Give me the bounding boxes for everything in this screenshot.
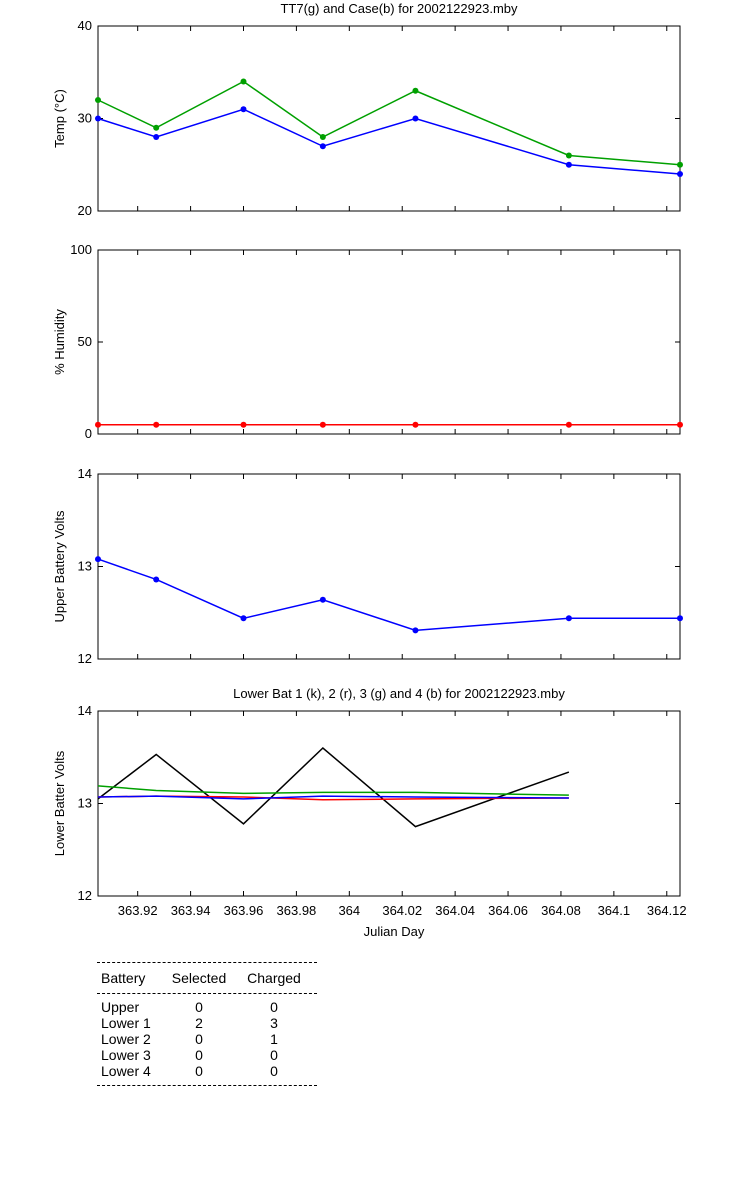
x-tick-label: 364.1 [598,903,631,918]
battery-charged: 0 [270,1047,278,1063]
y-tick-label: 14 [78,703,92,718]
battery-selected: 0 [195,1063,203,1079]
battery-name: Lower 2 [101,1031,151,1047]
battery-name: Lower 3 [101,1047,151,1063]
table-row: Lower 4 0 0 [97,1063,317,1079]
x-tick-label: 363.94 [171,903,211,918]
series-line [97,795,569,800]
table-top-rule [97,962,317,963]
table-header-row: Battery Selected Charged [97,965,317,991]
data-point [153,134,160,140]
data-point [319,596,326,603]
battery-selected: 0 [195,1031,203,1047]
data-point [95,115,101,122]
table-row: Lower 3 0 0 [97,1047,317,1063]
data-point [565,421,572,428]
header-selected: Selected [171,970,227,986]
x-tick-label: 364.08 [541,903,581,918]
data-point [240,106,247,113]
data-point [319,421,326,428]
battery-selected: 0 [195,999,203,1015]
table-row: Lower 1 2 3 [97,1015,317,1031]
battery-charged: 3 [270,1015,278,1031]
chart-title: TT7(g) and Case(b) for 2002122923.mby [280,1,518,16]
data-point [153,124,160,131]
data-point [412,87,419,94]
data-point [319,134,326,140]
table-body: Upper 0 0 Lower 1 2 3 Lower 2 0 1 Lower … [97,994,317,1085]
data-point [412,421,419,428]
y-axis-label: Temp (°C) [52,89,67,148]
data-point [412,627,419,634]
y-tick-label: 12 [78,651,92,666]
y-tick-label: 12 [78,888,92,903]
y-axis-label: Upper Battery Volts [52,510,67,622]
data-point [677,161,683,168]
header-battery: Battery [101,970,146,986]
header-charged: Charged [247,970,301,986]
data-point [240,421,247,428]
charts-figure: 20 30 40 TT7(g) and Case(b) for 2002122923.… [52,1,687,939]
series-line [97,746,570,828]
table-row: Upper 0 0 [97,999,317,1015]
y-tick-label: 13 [78,796,92,811]
data-point [95,556,101,563]
battery-selected: 2 [195,1015,203,1031]
battery-name: Lower 1 [101,1015,151,1031]
y-tick-label: 0 [85,426,92,441]
y-axis-label: % Humidity [52,309,67,375]
data-point [95,421,101,428]
series-line [97,785,569,796]
data-point [412,115,419,122]
plot-frame [97,473,681,660]
data-point [240,615,247,622]
battery-charged: 0 [270,1063,278,1079]
data-point [565,615,572,622]
data-point [153,421,160,428]
y-tick-label: 100 [70,242,92,257]
data-point [677,615,683,622]
x-axis-label: Julian Day [364,924,425,939]
table-bottom-rule [97,1085,317,1086]
x-tick-label: 364.12 [647,903,687,918]
table-header-rule [97,993,317,994]
data-point [95,97,101,103]
x-tick-label: 364 [338,903,360,918]
data-point [319,143,326,150]
battery-name: Lower 4 [101,1063,151,1079]
table-row: Lower 2 0 1 [97,1031,317,1047]
data-point [677,171,683,177]
series-line [97,80,681,166]
plot-frame [97,25,681,212]
x-tick-label: 363.98 [277,903,317,918]
battery-charged: 1 [270,1031,278,1047]
series-line [97,558,680,632]
data-point [240,78,247,85]
data-point [565,152,572,159]
y-tick-label: 40 [78,18,92,33]
battery-name: Upper [101,999,140,1015]
y-axis-label: Lower Batter Volts [52,750,67,856]
series-line [97,108,681,175]
x-tick-label: 364.02 [382,903,422,918]
chart-title: Lower Bat 1 (k), 2 (r), 3 (g) and 4 (b) … [233,686,565,701]
y-tick-label: 30 [78,111,92,126]
battery-status-table: Battery Selected Charged Upper 0 0 Lower… [97,962,317,1086]
battery-charged: 0 [270,999,278,1015]
y-tick-label: 14 [78,466,92,481]
x-tick-label: 364.04 [435,903,475,918]
plot-frame [97,249,681,435]
y-tick-label: 20 [78,203,92,218]
data-point [153,576,160,583]
battery-selected: 0 [195,1047,203,1063]
y-tick-label: 50 [78,334,92,349]
data-point [565,161,572,168]
x-tick-label: 363.92 [118,903,158,918]
data-point [677,421,683,428]
x-tick-label: 363.96 [224,903,264,918]
y-tick-label: 13 [78,559,92,574]
x-tick-label: 364.06 [488,903,528,918]
